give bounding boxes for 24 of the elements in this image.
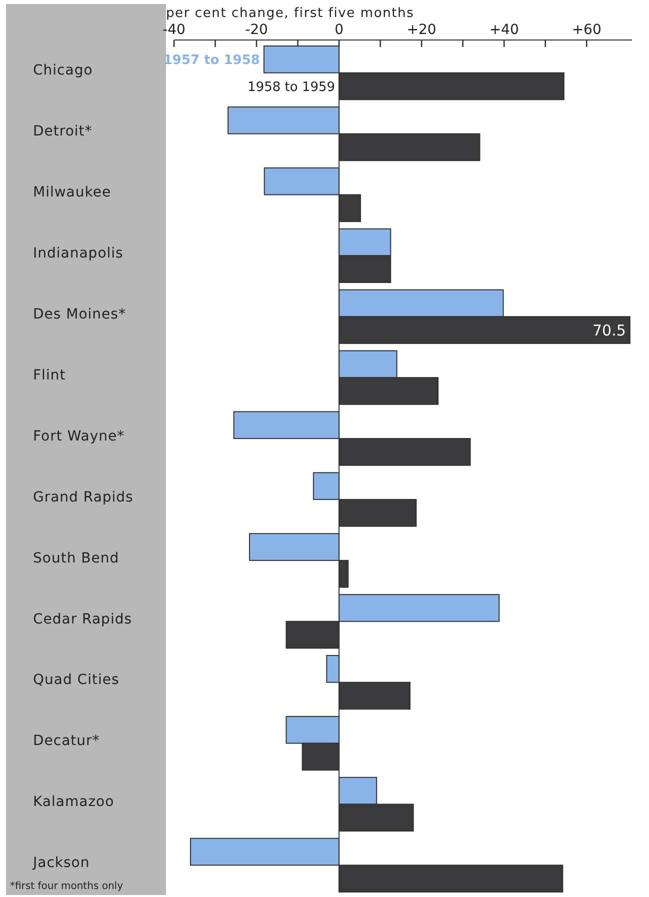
series-label: 1958 to 1959	[248, 80, 336, 95]
data-label: 70.5	[592, 321, 626, 340]
x-tick-label: -20	[245, 22, 268, 38]
y-tick-label: Grand Rapids	[33, 489, 134, 506]
y-tick-label: Kalamazoo	[33, 794, 114, 810]
y-tick-label: Des Moines*	[33, 306, 126, 323]
x-tick-label: 0	[334, 22, 344, 38]
y-tick-label: Cedar Rapids	[33, 611, 132, 628]
y-tick-label: South Bend	[33, 550, 120, 566]
y-tick-label: Jackson	[32, 855, 90, 872]
x-tick-label: -40	[162, 22, 186, 38]
y-tick-label: Milwaukee	[33, 184, 112, 201]
y-tick-label: Indianapolis	[33, 246, 124, 262]
x-tick-label: +40	[489, 22, 519, 38]
y-tick-label: Fort Wayne*	[33, 428, 125, 444]
y-tick-label: Detroit*	[33, 124, 92, 140]
x-tick-label: +60	[572, 22, 602, 38]
x-tick-label: +20	[406, 22, 436, 38]
y-tick-label: Quad Cities	[33, 672, 120, 688]
y-tick-label: Chicago	[33, 62, 93, 79]
text: *first four months only	[10, 881, 124, 892]
x-axis-title: per cent change, first five months	[166, 6, 414, 21]
y-tick-label: Flint	[33, 367, 66, 384]
y-tick-label: Decatur*	[33, 733, 100, 750]
